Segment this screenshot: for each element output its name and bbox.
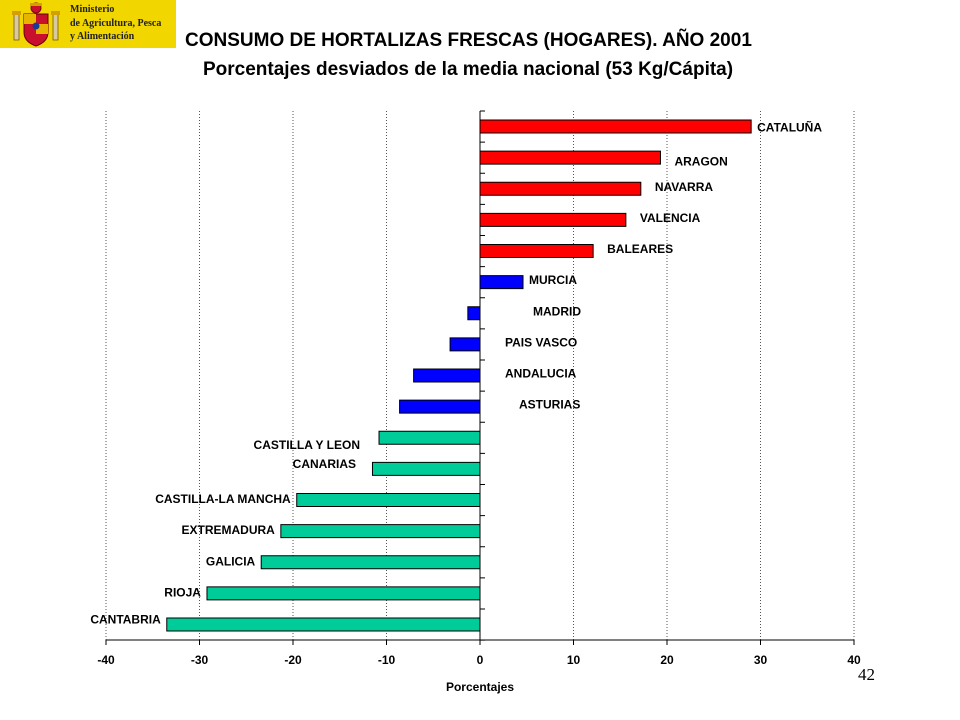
x-tick-label: -20	[284, 653, 302, 667]
chart-title: CONSUMO DE HORTALIZAS FRESCAS (HOGARES).…	[185, 30, 752, 51]
category-label: CASTILLA-LA MANCHA	[155, 492, 291, 506]
category-label: VALENCIA	[640, 211, 701, 225]
bar	[479, 150, 661, 165]
category-label: CANARIAS	[293, 457, 356, 471]
category-label: ANDALUCIA	[505, 367, 577, 381]
bars	[166, 119, 752, 632]
category-label: MURCIA	[529, 273, 577, 287]
category-label: NAVARRA	[655, 180, 714, 194]
bar	[296, 493, 481, 507]
x-tick-label: -10	[378, 653, 396, 667]
bar	[260, 555, 481, 570]
category-label: BALEARES	[607, 242, 673, 256]
category-label: CASTILLA Y LEON	[254, 438, 360, 452]
bar	[166, 617, 481, 632]
category-labels: CATALUÑA ARAGON NAVARRA VALENCIA BALEARES MUR…	[90, 120, 822, 627]
category-label: MADRID	[533, 304, 581, 318]
x-axis-title: Porcentajes	[446, 680, 514, 694]
bar	[479, 119, 752, 134]
ministry-name-line: de Agricultura, Pesca	[70, 18, 162, 29]
category-label: RIOJA	[164, 585, 201, 599]
x-tick-label: -30	[191, 653, 209, 667]
category-label: ARAGON	[674, 155, 727, 169]
x-tick-label: -40	[97, 653, 115, 667]
gridlines	[105, 111, 855, 640]
bar	[378, 430, 481, 445]
bar	[479, 181, 642, 196]
axes: -40 -30 -20 -10 0 10 20 30 40	[97, 110, 861, 667]
bar	[467, 306, 481, 321]
x-tick-label: 10	[567, 653, 581, 667]
bar	[371, 461, 481, 476]
chart-subtitle: Porcentajes desviados de la media nacion…	[203, 59, 734, 80]
category-label: GALICIA	[206, 554, 256, 568]
bar	[449, 337, 481, 352]
category-label: EXTREMADURA	[182, 523, 276, 537]
x-tick-label: 20	[660, 653, 674, 667]
category-label: PAIS VASCO	[505, 335, 577, 349]
page-number: 42	[858, 665, 875, 684]
category-label: CANTABRIA	[90, 613, 161, 627]
coat-of-arms-icon	[12, 2, 60, 47]
x-tick-label: 40	[847, 653, 861, 667]
bar	[206, 586, 481, 601]
bar	[413, 368, 481, 383]
bar	[280, 524, 481, 539]
category-label: CATALUÑA	[757, 120, 822, 135]
ministry-name-line: y Alimentación	[70, 31, 135, 42]
ministry-logo: Ministerio de Agricultura, Pesca y Alime…	[0, 0, 176, 48]
bar	[479, 212, 627, 227]
category-label: ASTURIAS	[519, 398, 580, 412]
x-tick-label: 0	[477, 653, 484, 667]
bar	[399, 399, 481, 414]
bar	[479, 244, 594, 258]
x-tick-label: 30	[754, 653, 768, 667]
ministry-name-line: Ministerio	[70, 4, 115, 15]
bar	[479, 275, 524, 290]
